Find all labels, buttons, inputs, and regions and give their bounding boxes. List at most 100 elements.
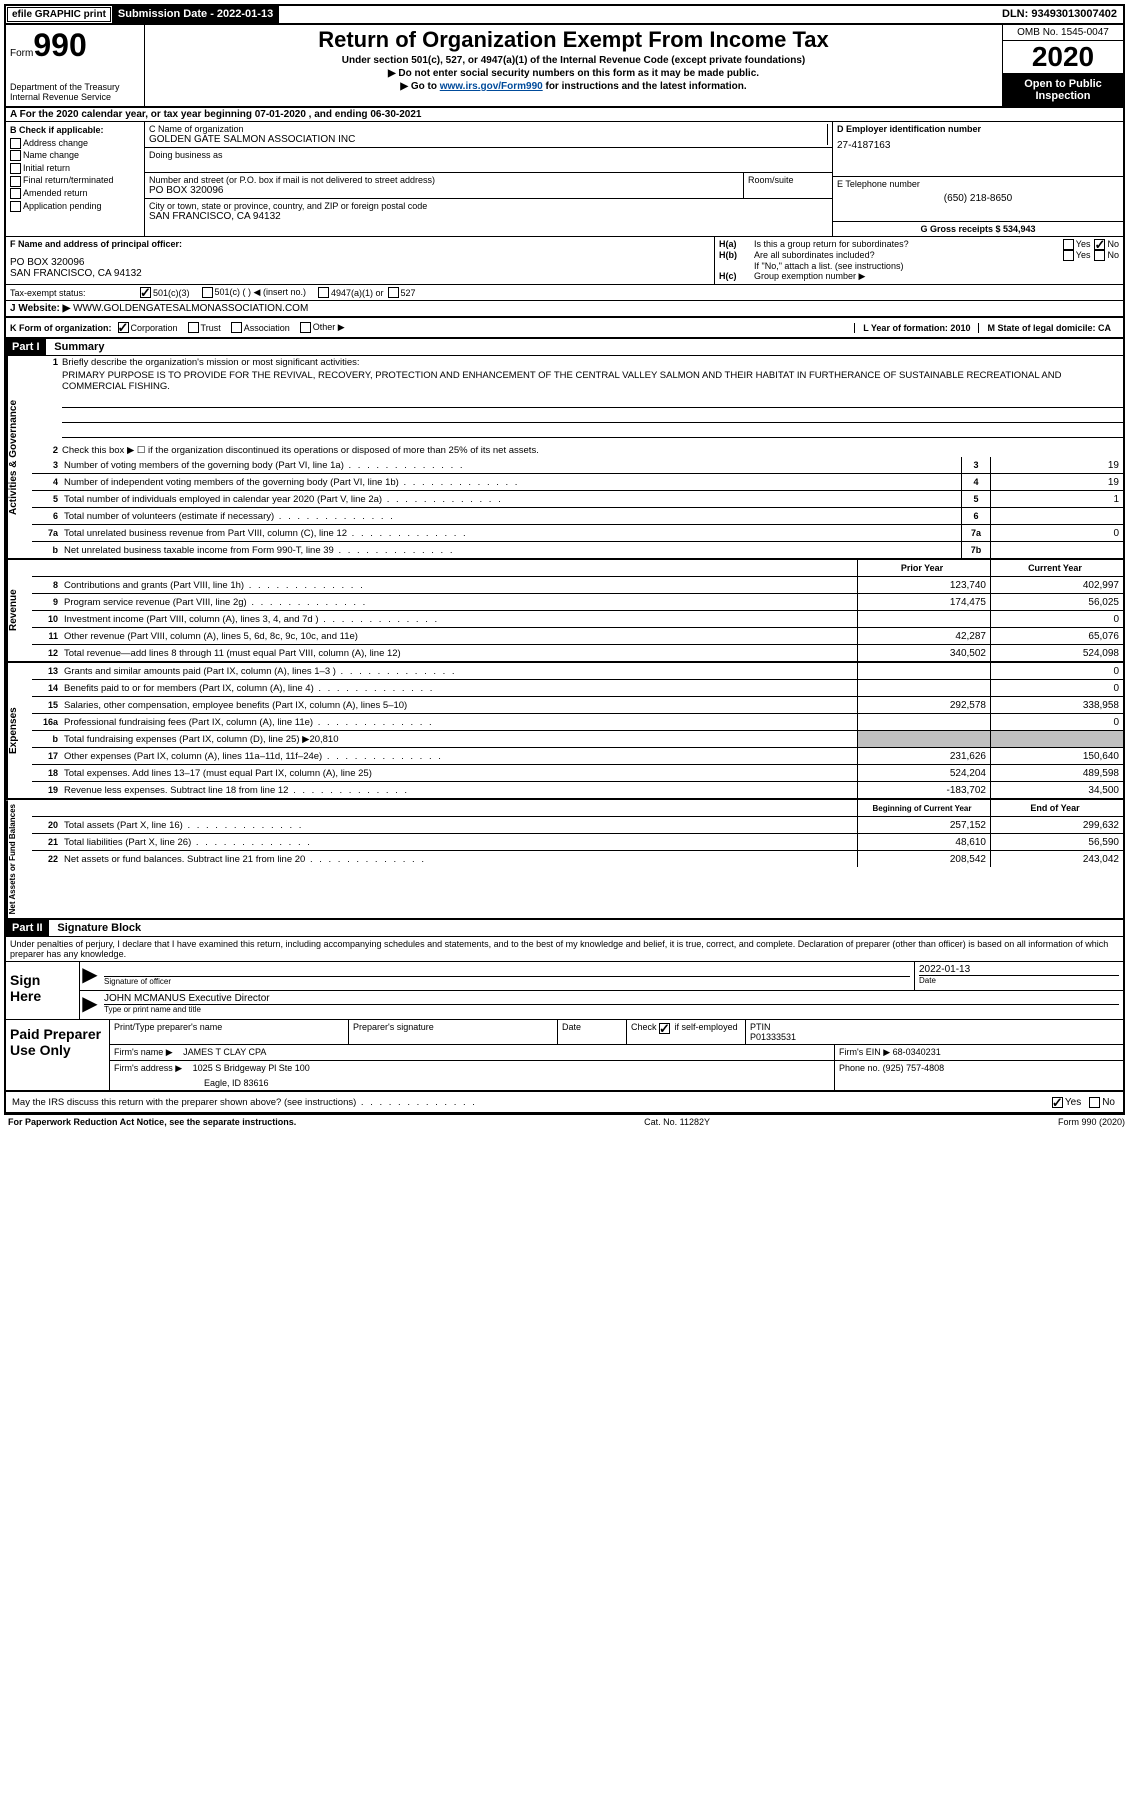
prep-self-label: if self-employed [675, 1022, 738, 1032]
prep-check: Check if self-employed [627, 1020, 746, 1044]
label-final: Final return/terminated [23, 175, 114, 185]
p9: 174,475 [857, 594, 990, 610]
line-2-text: Check this box ▶ ☐ if the organization d… [62, 445, 539, 456]
checkbox-trust[interactable] [188, 322, 199, 333]
checkbox-assoc[interactable] [231, 322, 242, 333]
ha-yes-label: Yes [1076, 239, 1091, 250]
prep-print-label: Print/Type preparer's name [110, 1020, 349, 1044]
website-row: J Website: ▶ WWW.GOLDENGATESALMONASSOCIA… [6, 301, 1123, 318]
c18: 489,598 [990, 765, 1123, 781]
line-22-no: 22 [32, 854, 62, 864]
p10 [857, 611, 990, 627]
val-6 [991, 508, 1123, 524]
line-22-text: Net assets or fund balances. Subtract li… [62, 853, 857, 866]
checkbox-527[interactable] [388, 287, 399, 298]
line-8-text: Contributions and grants (Part VIII, lin… [62, 579, 857, 592]
room-label: Room/suite [748, 175, 828, 185]
ha-no[interactable] [1094, 239, 1105, 250]
firm-ein-label: Firm's EIN ▶ [839, 1047, 890, 1057]
cell-7b: 7b [961, 542, 991, 558]
subtitle-2: ▶ Do not enter social security numbers o… [147, 68, 1000, 79]
sig-name: JOHN MCMANUS Executive Director [104, 993, 1119, 1004]
sig-officer-field[interactable]: Signature of officer [100, 962, 914, 990]
c8: 402,997 [990, 577, 1123, 593]
hb-yes[interactable] [1063, 250, 1074, 261]
part-2-title: Signature Block [51, 922, 141, 934]
expenses-section: Expenses 13Grants and similar amounts pa… [6, 663, 1123, 800]
section-f: F Name and address of principal officer:… [6, 237, 714, 284]
line-14-text: Benefits paid to or for members (Part IX… [62, 682, 857, 695]
revenue-side: Revenue [6, 560, 32, 661]
checkbox-initial[interactable] [10, 163, 21, 174]
name-label: C Name of organization [149, 124, 827, 134]
p18: 524,204 [857, 765, 990, 781]
checkbox-amended[interactable] [10, 188, 21, 199]
submission-date: Submission Date - 2022-01-13 [112, 6, 279, 23]
instructions-link[interactable]: www.irs.gov/Form990 [440, 81, 543, 92]
firm-name-cell: Firm's name ▶ JAMES T CLAY CPA [110, 1045, 835, 1060]
checkbox-address[interactable] [10, 138, 21, 149]
p17: 231,626 [857, 748, 990, 764]
hb-text: Are all subordinates included? [754, 250, 1063, 261]
year-formation: L Year of formation: 2010 [854, 323, 978, 333]
c14: 0 [990, 680, 1123, 696]
part-1-title: Summary [48, 341, 104, 353]
checkbox-501c[interactable] [202, 287, 213, 298]
section-h: H(a) Is this a group return for subordin… [714, 237, 1123, 284]
paperwork-notice: For Paperwork Reduction Act Notice, see … [8, 1117, 296, 1127]
efile-button[interactable]: efile GRAPHIC print [7, 7, 111, 22]
part-1-label: Part I [6, 339, 46, 355]
c21: 56,590 [990, 834, 1123, 850]
checkbox-self-employed[interactable] [659, 1023, 670, 1034]
info-grid: B Check if applicable: Address change Na… [6, 122, 1123, 237]
c10: 0 [990, 611, 1123, 627]
open-public: Open to Public Inspection [1003, 74, 1123, 106]
label-amended: Amended return [23, 188, 88, 198]
c19: 34,500 [990, 782, 1123, 798]
expenses-side: Expenses [6, 663, 32, 798]
form-number-cell: Form990 Department of the Treasury Inter… [6, 25, 145, 106]
discuss-yes[interactable] [1052, 1097, 1063, 1108]
checkbox-final[interactable] [10, 176, 21, 187]
line-18-text: Total expenses. Add lines 13–17 (must eq… [62, 767, 857, 780]
line-20-no: 20 [32, 820, 62, 830]
c16a: 0 [990, 714, 1123, 730]
checkbox-corp[interactable] [118, 322, 129, 333]
line-1-no: 1 [36, 357, 58, 368]
label-name-change: Name change [23, 150, 79, 160]
checkbox-4947[interactable] [318, 287, 329, 298]
p19: -183,702 [857, 782, 990, 798]
line-20-text: Total assets (Part X, line 16) [62, 819, 857, 832]
discuss-no[interactable] [1089, 1097, 1100, 1108]
label-527: 527 [401, 288, 416, 298]
ha-yes[interactable] [1063, 239, 1074, 250]
checkbox-name[interactable] [10, 150, 21, 161]
line-10-text: Investment income (Part VIII, column (A)… [62, 613, 857, 626]
label-address-change: Address change [23, 138, 88, 148]
declaration: Under penalties of perjury, I declare th… [6, 937, 1123, 962]
form-no: Form 990 (2020) [1058, 1117, 1125, 1127]
state-domicile: M State of legal domicile: CA [978, 323, 1119, 333]
line-5-no: 5 [32, 494, 62, 504]
exempt-row: Tax-exempt status: 501(c)(3) 501(c) ( ) … [6, 285, 1123, 301]
checkbox-application[interactable] [10, 201, 21, 212]
firm-addr: 1025 S Bridgeway Pl Ste 100 [193, 1063, 310, 1073]
subtitle-3-pre: ▶ Go to [400, 81, 439, 92]
street-label: Number and street (or P.O. box if mail i… [149, 175, 739, 185]
hb-no[interactable] [1094, 250, 1105, 261]
officer-label: F Name and address of principal officer: [10, 239, 710, 249]
cell-5: 5 [961, 491, 991, 507]
hb-no-label: No [1107, 250, 1119, 261]
footer-row: For Paperwork Reduction Act Notice, see … [4, 1115, 1129, 1129]
firm-phone-cell: Phone no. (925) 757-4808 [835, 1061, 1123, 1090]
exempt-label: Tax-exempt status: [10, 288, 140, 298]
checkbox-501c3[interactable] [140, 287, 151, 298]
line-19-no: 19 [32, 785, 62, 795]
line-6-no: 6 [32, 511, 62, 521]
line-16b-no: b [32, 734, 62, 744]
line-6-text: Total number of volunteers (estimate if … [62, 510, 961, 523]
form-org-label: K Form of organization: [10, 323, 112, 333]
p13 [857, 663, 990, 679]
checkbox-other[interactable] [300, 322, 311, 333]
org-name: GOLDEN GATE SALMON ASSOCIATION INC [149, 134, 827, 145]
